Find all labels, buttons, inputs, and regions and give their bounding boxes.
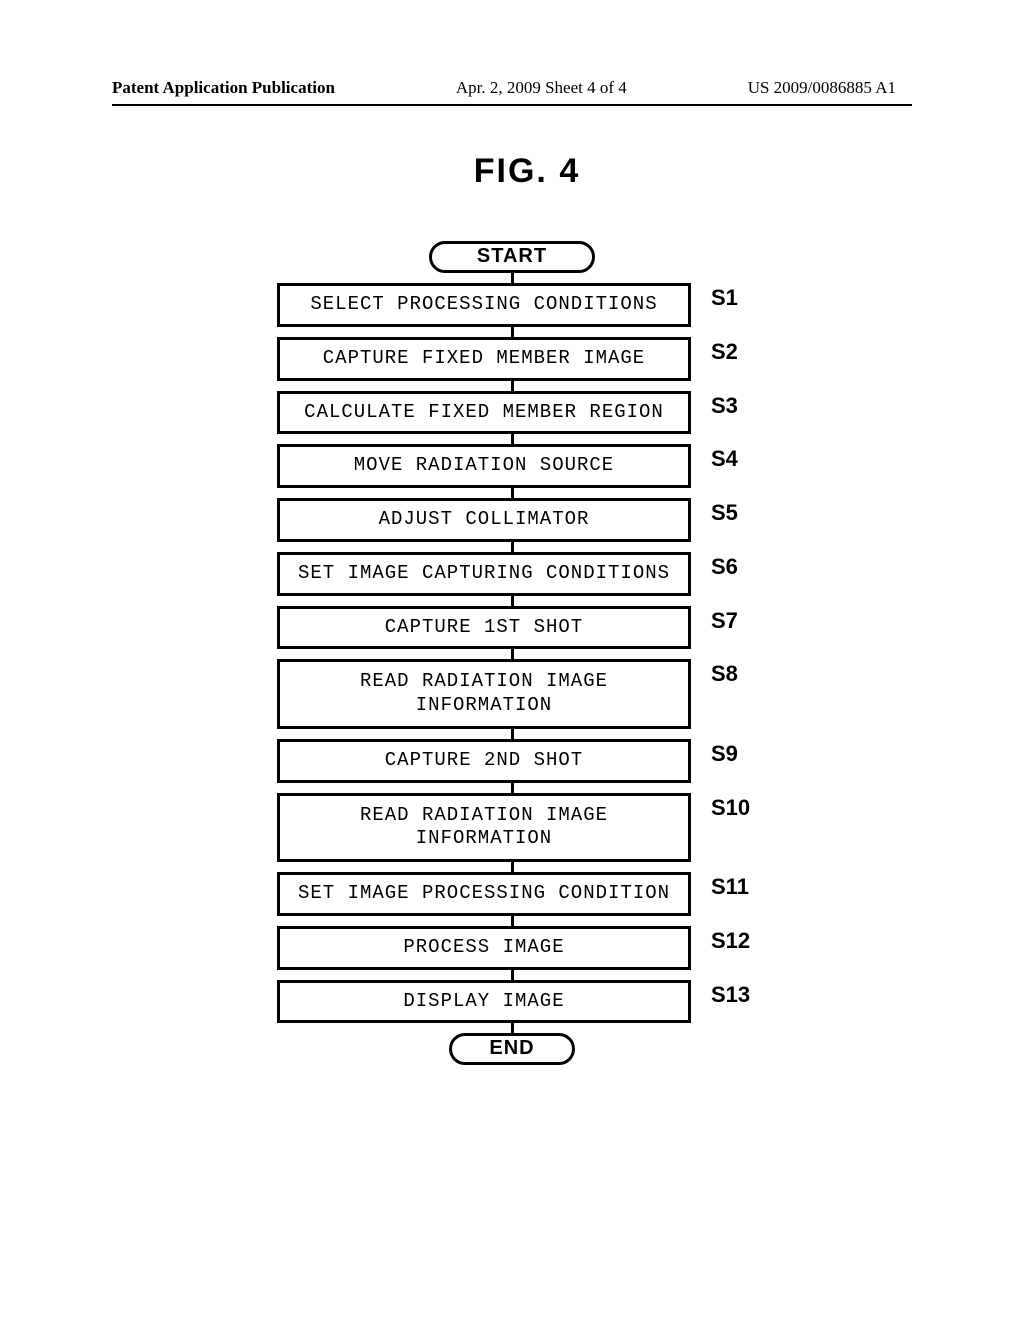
step-s10: READ RADIATION IMAGEINFORMATION S10 [277, 793, 747, 863]
step-label: S11 [711, 874, 749, 900]
step-s2: CAPTURE FIXED MEMBER IMAGE S2 [277, 337, 747, 381]
step-s1: SELECT PROCESSING CONDITIONS S1 [277, 283, 747, 327]
step-s8: READ RADIATION IMAGEINFORMATION S8 [277, 659, 747, 729]
step-s12: PROCESS IMAGE S12 [277, 926, 747, 970]
step-box: MOVE RADIATION SOURCE [277, 444, 691, 488]
step-box: SET IMAGE PROCESSING CONDITION [277, 872, 691, 916]
header-center: Apr. 2, 2009 Sheet 4 of 4 [456, 78, 627, 98]
step-label: S7 [711, 608, 738, 634]
step-s3: CALCULATE FIXED MEMBER REGION S3 [277, 391, 747, 435]
connector [511, 542, 514, 552]
step-label: S6 [711, 554, 738, 580]
step-box: CAPTURE FIXED MEMBER IMAGE [277, 337, 691, 381]
step-s5: ADJUST COLLIMATOR S5 [277, 498, 747, 542]
step-box: READ RADIATION IMAGEINFORMATION [277, 793, 691, 863]
page-header: Patent Application Publication Apr. 2, 2… [0, 78, 1024, 98]
step-label: S10 [711, 795, 750, 821]
step-s6: SET IMAGE CAPTURING CONDITIONS S6 [277, 552, 747, 596]
step-box: CAPTURE 1ST SHOT [277, 606, 691, 650]
step-box: READ RADIATION IMAGEINFORMATION [277, 659, 691, 729]
step-box: CAPTURE 2ND SHOT [277, 739, 691, 783]
step-label: S5 [711, 500, 738, 526]
step-box: DISPLAY IMAGE [277, 980, 691, 1024]
step-label: S12 [711, 928, 750, 954]
step-box: ADJUST COLLIMATOR [277, 498, 691, 542]
connector [511, 649, 514, 659]
step-s11: SET IMAGE PROCESSING CONDITION S11 [277, 872, 747, 916]
step-box: SET IMAGE CAPTURING CONDITIONS [277, 552, 691, 596]
connector [511, 916, 514, 926]
header-rule [112, 104, 912, 106]
step-label: S8 [711, 661, 738, 687]
connector [511, 729, 514, 739]
terminal-end: END [449, 1033, 575, 1065]
step-box: SELECT PROCESSING CONDITIONS [277, 283, 691, 327]
terminal-start: START [429, 241, 595, 273]
step-label: S4 [711, 446, 738, 472]
step-label: S9 [711, 741, 738, 767]
step-label: S3 [711, 393, 738, 419]
step-label: S13 [711, 982, 750, 1008]
header-right: US 2009/0086885 A1 [748, 78, 896, 98]
step-box: PROCESS IMAGE [277, 926, 691, 970]
step-s13: DISPLAY IMAGE S13 [277, 980, 747, 1024]
connector [511, 970, 514, 980]
figure-title: FIG. 4 [30, 152, 1024, 191]
step-label: S1 [711, 285, 738, 311]
connector [511, 596, 514, 606]
connector [511, 488, 514, 498]
connector [511, 434, 514, 444]
flowchart: START SELECT PROCESSING CONDITIONS S1 CA… [277, 241, 747, 1065]
page: Patent Application Publication Apr. 2, 2… [0, 0, 1024, 1320]
connector [511, 862, 514, 872]
step-s4: MOVE RADIATION SOURCE S4 [277, 444, 747, 488]
connector [511, 1023, 514, 1033]
step-box: CALCULATE FIXED MEMBER REGION [277, 391, 691, 435]
step-label: S2 [711, 339, 738, 365]
connector [511, 381, 514, 391]
connector [511, 783, 514, 793]
header-left: Patent Application Publication [112, 78, 335, 98]
step-s7: CAPTURE 1ST SHOT S7 [277, 606, 747, 650]
step-s9: CAPTURE 2ND SHOT S9 [277, 739, 747, 783]
connector [511, 273, 514, 283]
connector [511, 327, 514, 337]
